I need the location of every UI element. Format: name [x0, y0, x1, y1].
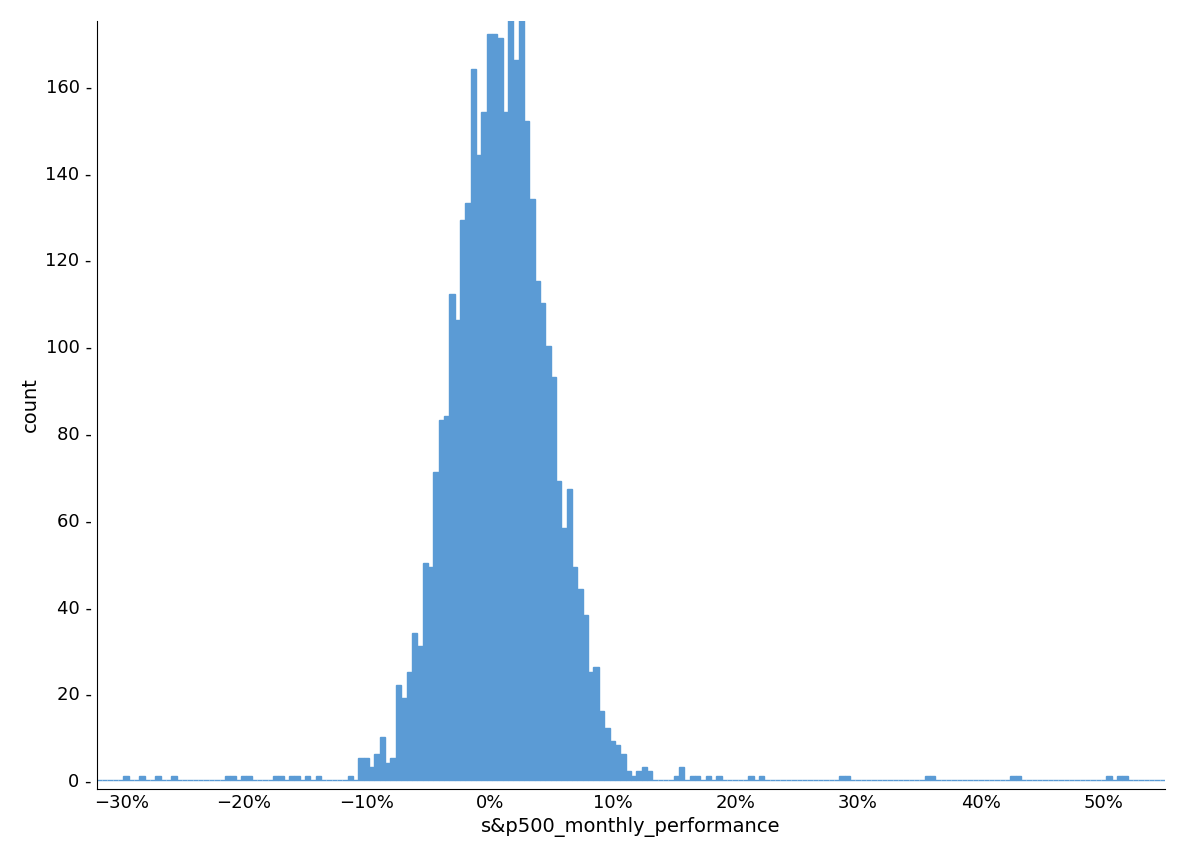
Bar: [593, 668, 599, 780]
Bar: [172, 776, 177, 780]
Bar: [610, 741, 614, 780]
Bar: [674, 776, 678, 780]
Bar: [567, 489, 572, 780]
Bar: [646, 771, 652, 780]
Bar: [540, 303, 546, 780]
Bar: [524, 121, 529, 780]
Bar: [289, 776, 294, 780]
Bar: [1107, 776, 1111, 780]
Bar: [369, 767, 375, 780]
Bar: [279, 776, 283, 780]
Bar: [614, 746, 620, 780]
Bar: [690, 776, 695, 780]
Bar: [492, 33, 497, 780]
Bar: [678, 767, 684, 780]
Bar: [759, 776, 765, 780]
Bar: [412, 632, 417, 780]
Bar: [407, 672, 412, 780]
Bar: [625, 771, 631, 780]
Bar: [642, 767, 646, 780]
Bar: [582, 615, 588, 780]
Bar: [514, 60, 518, 780]
Bar: [535, 281, 540, 780]
Bar: [358, 758, 364, 780]
Bar: [247, 776, 251, 780]
Bar: [620, 754, 625, 780]
Bar: [380, 737, 385, 780]
Bar: [476, 155, 482, 780]
Bar: [588, 672, 593, 780]
Bar: [1010, 776, 1015, 780]
Bar: [840, 776, 844, 780]
Bar: [140, 776, 145, 780]
Bar: [241, 776, 247, 780]
Bar: [471, 69, 476, 780]
Bar: [375, 754, 380, 780]
Bar: [930, 776, 936, 780]
Bar: [599, 710, 604, 780]
Bar: [546, 347, 550, 780]
Bar: [631, 776, 636, 780]
Bar: [422, 563, 428, 780]
Bar: [390, 758, 396, 780]
Bar: [556, 480, 561, 780]
Bar: [578, 589, 582, 780]
Bar: [1117, 776, 1122, 780]
Bar: [529, 199, 535, 780]
Bar: [454, 320, 460, 780]
Bar: [230, 776, 236, 780]
Bar: [401, 698, 407, 780]
Bar: [636, 771, 642, 780]
Bar: [503, 112, 508, 780]
Bar: [844, 776, 850, 780]
Bar: [396, 685, 401, 780]
X-axis label: s&p500_monthly_performance: s&p500_monthly_performance: [482, 817, 780, 837]
Bar: [604, 728, 610, 780]
Bar: [364, 758, 369, 780]
Bar: [225, 776, 230, 780]
Bar: [305, 776, 311, 780]
Bar: [695, 776, 701, 780]
Bar: [550, 377, 556, 780]
Bar: [482, 112, 486, 780]
Bar: [572, 567, 578, 780]
Bar: [444, 415, 449, 780]
Bar: [315, 776, 321, 780]
Bar: [518, 0, 524, 780]
Bar: [433, 472, 439, 780]
Bar: [1015, 776, 1021, 780]
Bar: [273, 776, 279, 780]
Bar: [449, 294, 454, 780]
Bar: [465, 203, 471, 780]
Bar: [460, 221, 465, 780]
Bar: [497, 39, 503, 780]
Bar: [385, 763, 390, 780]
Bar: [561, 529, 567, 780]
Bar: [347, 776, 353, 780]
Bar: [716, 776, 722, 780]
Y-axis label: count: count: [21, 378, 40, 432]
Bar: [123, 776, 129, 780]
Bar: [706, 776, 712, 780]
Bar: [748, 776, 754, 780]
Bar: [486, 33, 492, 780]
Bar: [508, 0, 514, 780]
Bar: [428, 567, 433, 780]
Bar: [155, 776, 161, 780]
Bar: [925, 776, 930, 780]
Bar: [1122, 776, 1128, 780]
Bar: [439, 420, 444, 780]
Bar: [294, 776, 300, 780]
Bar: [417, 645, 422, 780]
